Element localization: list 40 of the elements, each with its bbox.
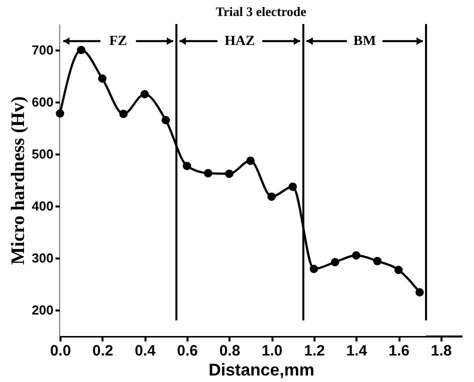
x-tick-label: 0.8 (219, 342, 240, 360)
y-tick-label: 500 (32, 146, 54, 162)
band-label: HAZ (224, 34, 256, 50)
y-tick-label: 700 (32, 42, 54, 58)
point (330, 258, 340, 266)
x-tick-label: 1.8 (430, 342, 452, 360)
point (225, 170, 234, 178)
point (246, 156, 255, 165)
x-tick-label: 1.2 (304, 342, 325, 360)
y-tick-label: 300 (32, 250, 54, 266)
point (416, 288, 424, 296)
point (267, 192, 276, 201)
y-tick-label: 600 (32, 94, 54, 110)
point (98, 74, 106, 83)
point (76, 46, 86, 54)
point (310, 264, 318, 274)
band-label: BM (353, 34, 376, 50)
point (204, 169, 212, 178)
band-label: FZ (109, 34, 128, 50)
x-tick-label: 1.0 (262, 342, 283, 360)
point (394, 266, 403, 274)
x-tick-label: 0.2 (92, 342, 114, 360)
x-tick-label: 0.6 (177, 342, 198, 360)
y-axis-title: Micro hardness (Hv) (8, 96, 29, 265)
point (140, 90, 149, 98)
point (162, 116, 170, 124)
x-tick-label: 1.4 (346, 342, 368, 360)
point (182, 162, 192, 170)
point (56, 109, 64, 118)
x-tick-label: 0.4 (134, 342, 156, 360)
x-axis-title: Distance,mm (208, 360, 314, 380)
chart-title: Trial 3 electrode (216, 4, 306, 19)
point (288, 182, 297, 191)
point (352, 251, 360, 260)
y-tick-label: 200 (32, 302, 54, 318)
x-tick-label: 0.0 (50, 342, 71, 360)
y-tick-label: 400 (32, 198, 54, 214)
point (373, 256, 382, 266)
x-tick-label: 1.6 (388, 342, 410, 360)
point (119, 110, 128, 118)
